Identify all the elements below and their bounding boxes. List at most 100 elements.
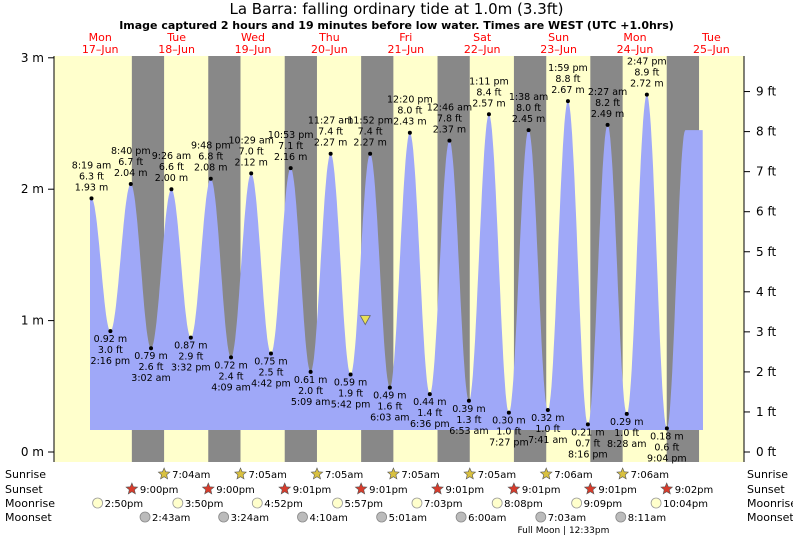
sunset-time: 9:01pm (598, 485, 637, 496)
high-tide-label: 12:46 am (427, 103, 472, 114)
high-tide-label: 1:38 am (509, 92, 548, 103)
low-tide-label: 5:09 am (291, 397, 330, 408)
sunset-icon (583, 482, 597, 495)
day-name-label: Mon (89, 31, 112, 44)
day-name-label: Wed (241, 31, 265, 44)
moonrise-time: 9:09pm (584, 499, 623, 510)
moonset-time: 4:10am (309, 513, 347, 524)
high-tide-label: 7.4 ft (318, 127, 343, 138)
high-tide-label: 6.8 ft (198, 152, 223, 163)
sunrise-time: 7:05am (248, 470, 286, 481)
extremum-point (229, 355, 234, 360)
high-tide-label: 2.49 m (591, 109, 624, 120)
low-tide-label: 5:42 pm (331, 399, 371, 410)
full-moon-label: Full Moon | 12:33pm (517, 526, 609, 536)
sunrise-time: 7:05am (401, 470, 439, 481)
sunrise-time: 7:06am (631, 470, 669, 481)
low-tide-label: 1.0 ft (496, 427, 521, 438)
moonset-icon (455, 511, 467, 523)
extremum-point (644, 92, 649, 97)
extremum-point (664, 426, 669, 431)
sunrise-icon (539, 467, 553, 480)
high-tide-label: 8.4 ft (476, 87, 501, 98)
chart-subtitle: Image captured 2 hours and 19 minutes be… (119, 19, 674, 32)
extremum-point (348, 372, 353, 377)
moonset-icon (139, 511, 151, 523)
low-tide-label: 6:03 am (370, 413, 409, 424)
moonset-icon (376, 511, 388, 523)
low-tide-label: 0.6 ft (654, 442, 679, 453)
low-tide-label: 1.6 ft (377, 402, 402, 413)
moonrise-icon (92, 497, 104, 509)
extremum-point (328, 151, 333, 156)
sunrise-icon (310, 467, 324, 480)
high-tide-label: 11:27 am (308, 116, 353, 127)
low-tide-label: 2.0 ft (298, 386, 323, 397)
day-date-label: 21–Jun (387, 43, 424, 56)
high-tide-label: 2.00 m (155, 173, 188, 184)
low-tide-label: 0.72 m (214, 360, 247, 371)
high-tide-label: 7.8 ft (437, 114, 462, 125)
low-tide-label: 0.32 m (531, 413, 564, 424)
high-tide-label: 2.16 m (274, 152, 307, 163)
moonset-time: 5:01am (389, 513, 427, 524)
moonrise-time: 4:52pm (264, 499, 303, 510)
low-tide-label: 0.87 m (174, 341, 207, 352)
low-tide-label: 0.7 ft (575, 438, 600, 449)
right-tick-label: 9 ft (756, 85, 776, 99)
high-tide-label: 6.3 ft (79, 171, 104, 182)
high-tide-label: 2.43 m (393, 117, 426, 128)
moonset-row-label-left: Moonset (5, 511, 52, 524)
high-tide-label: 9:26 am (152, 151, 191, 162)
high-tide-label: 1:59 pm (548, 63, 588, 74)
moonrise-icon (172, 497, 184, 509)
extremum-point (545, 407, 550, 412)
sunrise-icon (157, 467, 171, 480)
low-tide-label: 3.0 ft (98, 345, 123, 356)
sunset-icon (125, 482, 139, 495)
sunset-time: 9:01pm (446, 485, 485, 496)
left-tick-label: 2 m (21, 182, 44, 196)
high-tide-label: 2.12 m (234, 157, 267, 168)
sunrise-row-label-left: Sunrise (5, 468, 46, 481)
low-tide-label: 7:27 pm (489, 438, 529, 449)
moonrise-row-label-right: Moonrise (747, 497, 793, 510)
day-date-label: 22–Jun (464, 43, 501, 56)
high-tide-label: 12:20 pm (387, 95, 433, 106)
sunrise-icon (234, 467, 247, 480)
low-tide-label: 0.39 m (452, 404, 485, 415)
sunset-icon (431, 482, 444, 495)
high-tide-label: 2.45 m (512, 114, 545, 125)
high-tide-label: 1.93 m (75, 182, 108, 193)
low-tide-label: 2.4 ft (219, 371, 244, 382)
moonrise-row-label-left: Moonrise (5, 497, 55, 510)
extremum-point (108, 329, 113, 334)
left-tick-label: 0 m (21, 445, 44, 459)
sunset-time: 9:01pm (369, 485, 408, 496)
day-date-label: 17–Jun (82, 43, 119, 56)
extremum-point (149, 346, 154, 351)
moonrise-icon (332, 497, 343, 509)
moonrise-time: 3:50pm (185, 499, 224, 510)
low-tide-label: 3:32 pm (171, 363, 211, 374)
low-tide-label: 8:16 pm (568, 449, 608, 460)
low-tide-label: 0.21 m (571, 427, 604, 438)
day-date-label: 20–Jun (311, 43, 348, 56)
day-name-label: Tue (701, 31, 721, 44)
high-tide-label: 2.04 m (114, 168, 147, 179)
day-name-label: Tue (166, 31, 186, 44)
high-tide-label: 10:29 am (228, 135, 273, 146)
moonset-time: 8:11am (628, 513, 666, 524)
day-date-label: 23–Jun (540, 43, 577, 56)
extremum-point (89, 196, 94, 201)
sunset-time: 9:00pm (216, 485, 255, 496)
extremum-point (486, 112, 491, 117)
day-name-label: Sun (548, 31, 569, 44)
current-tide-marker (359, 315, 371, 326)
extremum-point (368, 151, 373, 156)
moonrise-time: 8:08pm (504, 499, 543, 510)
sunrise-time: 7:04am (172, 470, 210, 481)
right-tick-label: 6 ft (756, 205, 776, 219)
extremum-point (387, 385, 392, 390)
